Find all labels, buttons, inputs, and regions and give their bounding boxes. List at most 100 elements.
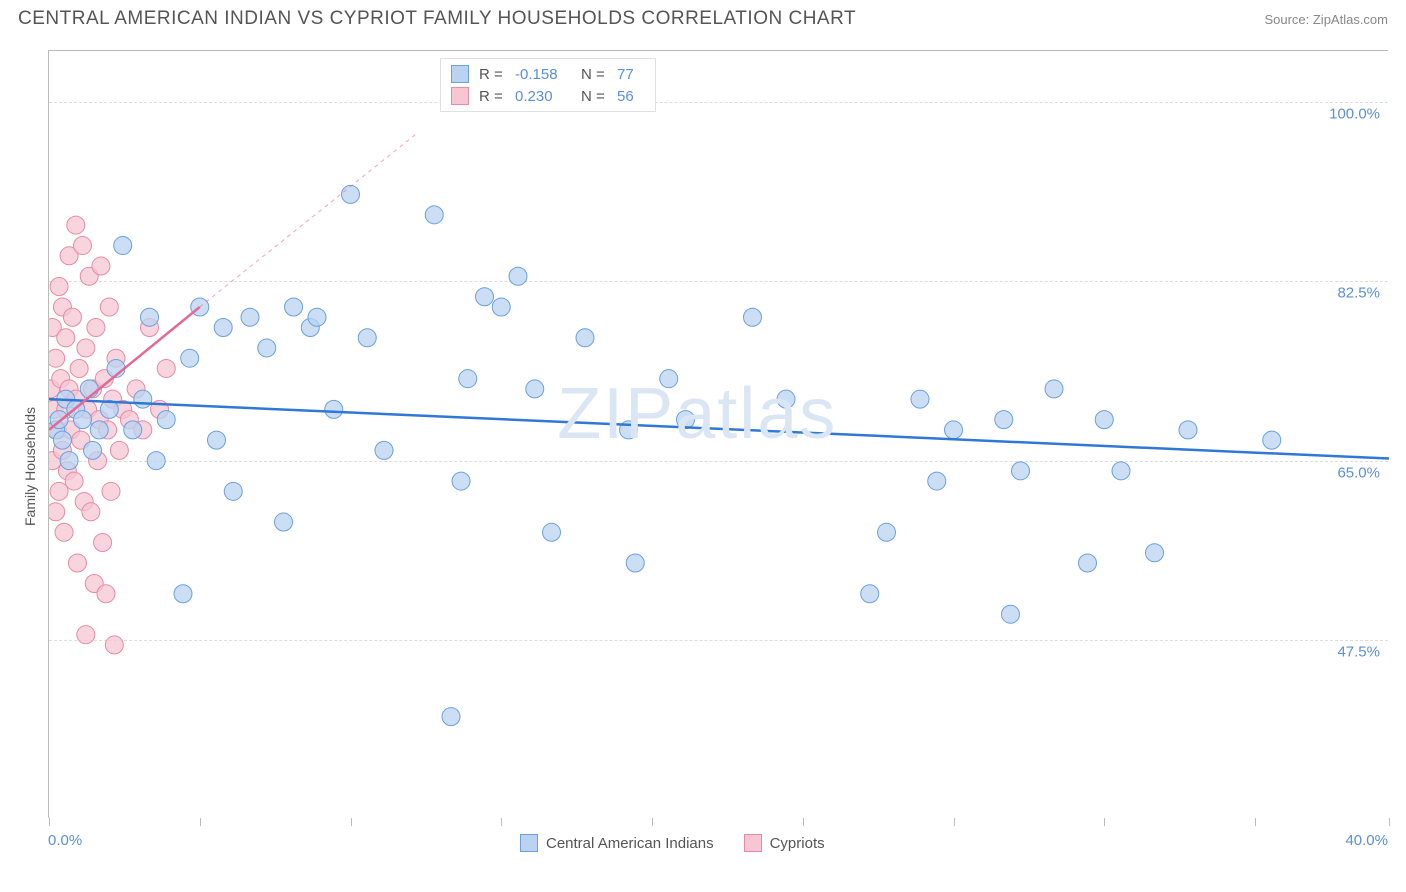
data-point xyxy=(50,278,68,296)
data-point xyxy=(660,370,678,388)
data-point xyxy=(141,308,159,326)
data-point xyxy=(90,421,108,439)
data-point xyxy=(241,308,259,326)
data-point xyxy=(425,206,443,224)
data-point xyxy=(181,349,199,367)
data-point xyxy=(375,441,393,459)
legend-n-symbol: N = xyxy=(581,88,607,105)
data-point xyxy=(77,626,95,644)
legend-r-value: -0.158 xyxy=(515,66,571,83)
data-point xyxy=(49,503,65,521)
data-point xyxy=(258,339,276,357)
data-point xyxy=(459,370,477,388)
source-name: ZipAtlas.com xyxy=(1313,12,1388,27)
data-point xyxy=(911,390,929,408)
data-point xyxy=(100,298,118,316)
data-point xyxy=(49,349,65,367)
data-point xyxy=(945,421,963,439)
data-point xyxy=(626,554,644,572)
data-point xyxy=(442,708,460,726)
legend-swatch xyxy=(744,834,762,852)
legend-correlation-box: R =-0.158N =77R =0.230N =56 xyxy=(440,58,656,112)
data-point xyxy=(102,482,120,500)
data-point xyxy=(995,411,1013,429)
data-point xyxy=(1012,462,1030,480)
data-point xyxy=(208,431,226,449)
title-bar: CENTRAL AMERICAN INDIAN VS CYPRIOT FAMIL… xyxy=(0,0,1406,36)
data-point xyxy=(526,380,544,398)
data-point xyxy=(77,339,95,357)
data-point xyxy=(70,359,88,377)
x-tick xyxy=(1389,818,1390,826)
data-point xyxy=(74,411,92,429)
data-point xyxy=(285,298,303,316)
legend-row: R =-0.158N =77 xyxy=(451,65,645,83)
data-point xyxy=(492,298,510,316)
data-point xyxy=(82,503,100,521)
data-point xyxy=(576,329,594,347)
legend-r-symbol: R = xyxy=(479,88,505,105)
data-point xyxy=(543,523,561,541)
data-point xyxy=(114,237,132,255)
data-point xyxy=(1001,605,1019,623)
data-point xyxy=(224,482,242,500)
legend-n-value: 56 xyxy=(617,88,645,105)
data-point xyxy=(358,329,376,347)
data-point xyxy=(1079,554,1097,572)
x-tick xyxy=(351,818,352,826)
data-point xyxy=(63,308,81,326)
data-point xyxy=(157,359,175,377)
x-tick xyxy=(49,818,50,826)
data-point xyxy=(1045,380,1063,398)
data-point xyxy=(214,318,232,336)
data-point xyxy=(74,237,92,255)
data-point xyxy=(157,411,175,429)
x-tick xyxy=(954,818,955,826)
data-point xyxy=(325,400,343,418)
data-point xyxy=(50,482,68,500)
data-point xyxy=(1095,411,1113,429)
data-point xyxy=(105,636,123,654)
data-point xyxy=(84,441,102,459)
data-point xyxy=(1146,544,1164,562)
source-label: Source: ZipAtlas.com xyxy=(1264,12,1388,27)
legend-series: Central American Indians Cypriots xyxy=(520,834,825,852)
data-point xyxy=(509,267,527,285)
data-point xyxy=(275,513,293,531)
chart-svg xyxy=(49,51,1389,819)
legend-series-name: Cypriots xyxy=(770,835,825,852)
x-tick xyxy=(803,818,804,826)
data-point xyxy=(452,472,470,490)
data-point xyxy=(777,390,795,408)
legend-swatch xyxy=(520,834,538,852)
x-axis-min-label: 0.0% xyxy=(48,832,82,849)
legend-r-symbol: R = xyxy=(479,66,505,83)
legend-n-value: 77 xyxy=(617,66,645,83)
data-point xyxy=(94,534,112,552)
data-point xyxy=(80,380,98,398)
data-point xyxy=(124,421,142,439)
data-point xyxy=(1179,421,1197,439)
legend-series-item: Central American Indians xyxy=(520,834,714,852)
legend-swatch xyxy=(451,65,469,83)
data-point xyxy=(134,390,152,408)
legend-series-item: Cypriots xyxy=(744,834,825,852)
data-point xyxy=(928,472,946,490)
data-point xyxy=(60,452,78,470)
data-point xyxy=(67,216,85,234)
data-point xyxy=(92,257,110,275)
data-point xyxy=(174,585,192,603)
legend-series-name: Central American Indians xyxy=(546,835,714,852)
source-prefix: Source: xyxy=(1264,12,1312,27)
data-point xyxy=(1112,462,1130,480)
plot-area: 47.5%65.0%82.5%100.0% xyxy=(48,50,1388,818)
data-point xyxy=(308,308,326,326)
trend-line-ext xyxy=(200,133,418,307)
chart-container: CENTRAL AMERICAN INDIAN VS CYPRIOT FAMIL… xyxy=(0,0,1406,892)
data-point xyxy=(68,554,86,572)
data-point xyxy=(342,185,360,203)
x-tick xyxy=(501,818,502,826)
x-tick xyxy=(1255,818,1256,826)
legend-swatch xyxy=(451,87,469,105)
data-point xyxy=(878,523,896,541)
